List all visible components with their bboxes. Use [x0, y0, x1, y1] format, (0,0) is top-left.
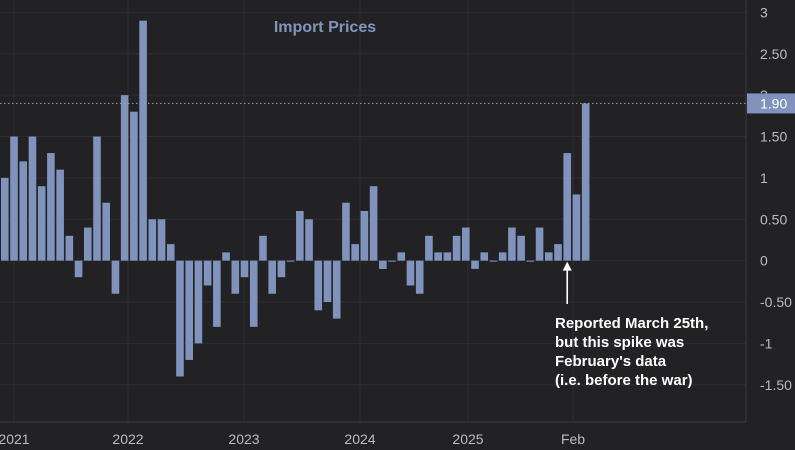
chart-title: Import Prices — [274, 19, 376, 36]
bar — [56, 169, 64, 261]
bar — [397, 252, 406, 261]
bar — [139, 20, 147, 261]
y-tick-label: 3 — [760, 4, 768, 20]
annotation-line: Reported March 25th, — [555, 315, 708, 332]
annotation-line: February's data — [555, 353, 667, 370]
bar — [74, 260, 83, 278]
bar — [406, 260, 415, 286]
x-tick-label: 2023 — [228, 431, 259, 447]
last-value-badge-box — [747, 93, 795, 114]
x-tick-label: 2025 — [452, 431, 483, 447]
bar — [415, 260, 424, 294]
bar — [47, 153, 55, 261]
bar — [194, 260, 203, 344]
bar — [581, 103, 590, 261]
bar — [277, 260, 286, 278]
bar — [296, 211, 304, 261]
bar — [249, 260, 258, 327]
y-tick-label: 1 — [760, 170, 768, 186]
bar — [176, 260, 184, 377]
x-tick-label: 2024 — [344, 431, 375, 447]
y-tick-label: 0 — [760, 253, 768, 269]
bar — [148, 219, 157, 261]
bar — [213, 260, 221, 327]
bar — [19, 161, 28, 261]
bar — [130, 111, 138, 261]
annotation: Reported March 25th, but this spike was Fe… — [555, 261, 708, 389]
bar — [443, 252, 452, 261]
bar — [535, 227, 544, 261]
bar — [1, 177, 9, 261]
bar — [111, 260, 120, 294]
annotation-arrow-head — [562, 261, 572, 271]
bar — [332, 260, 341, 319]
bar — [526, 260, 535, 262]
bar — [489, 260, 498, 262]
bar — [369, 186, 378, 261]
annotation-line: but this spike was — [555, 334, 684, 351]
bar — [286, 260, 295, 262]
bar — [314, 260, 323, 311]
x-tick-label: 2021 — [0, 431, 30, 447]
bar — [462, 227, 470, 261]
bar — [434, 252, 442, 261]
bar — [425, 235, 433, 261]
x-axis: 2021 2022 2023 2024 2025 Feb — [0, 421, 746, 447]
bar — [65, 235, 74, 261]
bar — [259, 235, 267, 261]
bar — [166, 244, 175, 261]
y-tick-label: 1.50 — [760, 129, 787, 145]
bar — [222, 252, 230, 261]
bar — [323, 260, 332, 303]
bar — [388, 260, 396, 262]
y-tick-label: 0.50 — [760, 211, 787, 227]
x-tick-label: Feb — [561, 431, 585, 447]
bar — [120, 95, 129, 261]
y-tick-label: -1.50 — [760, 377, 792, 393]
bar — [37, 186, 46, 261]
bar — [231, 260, 240, 294]
bar — [93, 136, 101, 261]
bars — [1, 20, 590, 377]
bar — [480, 252, 489, 261]
bar — [305, 219, 313, 261]
bar — [452, 235, 461, 261]
bar — [203, 260, 212, 286]
bar — [544, 252, 553, 261]
bar — [379, 260, 387, 269]
y-tick-label: -1 — [760, 335, 773, 351]
bar — [508, 227, 516, 261]
bar — [268, 260, 276, 294]
y-tick-label: -0.50 — [760, 294, 792, 310]
bar — [360, 211, 369, 261]
bar — [10, 136, 18, 261]
bar — [498, 252, 507, 261]
bar — [83, 227, 92, 261]
bar — [102, 202, 111, 261]
bar — [240, 260, 249, 278]
annotation-line: (i.e. before the war) — [555, 372, 693, 389]
bar — [351, 244, 359, 261]
bar — [517, 235, 525, 261]
last-value-badge: 1.90 — [747, 93, 795, 114]
bar — [572, 194, 581, 261]
bar — [471, 260, 479, 269]
last-value-badge-label: 1.90 — [760, 95, 787, 111]
bar — [28, 136, 37, 261]
bar — [185, 260, 193, 360]
x-tick-label: 2022 — [112, 431, 143, 447]
y-tick-label: 2.50 — [760, 46, 787, 62]
bar — [342, 202, 350, 261]
bar — [554, 244, 562, 261]
bar — [157, 219, 166, 261]
bar — [563, 153, 572, 261]
